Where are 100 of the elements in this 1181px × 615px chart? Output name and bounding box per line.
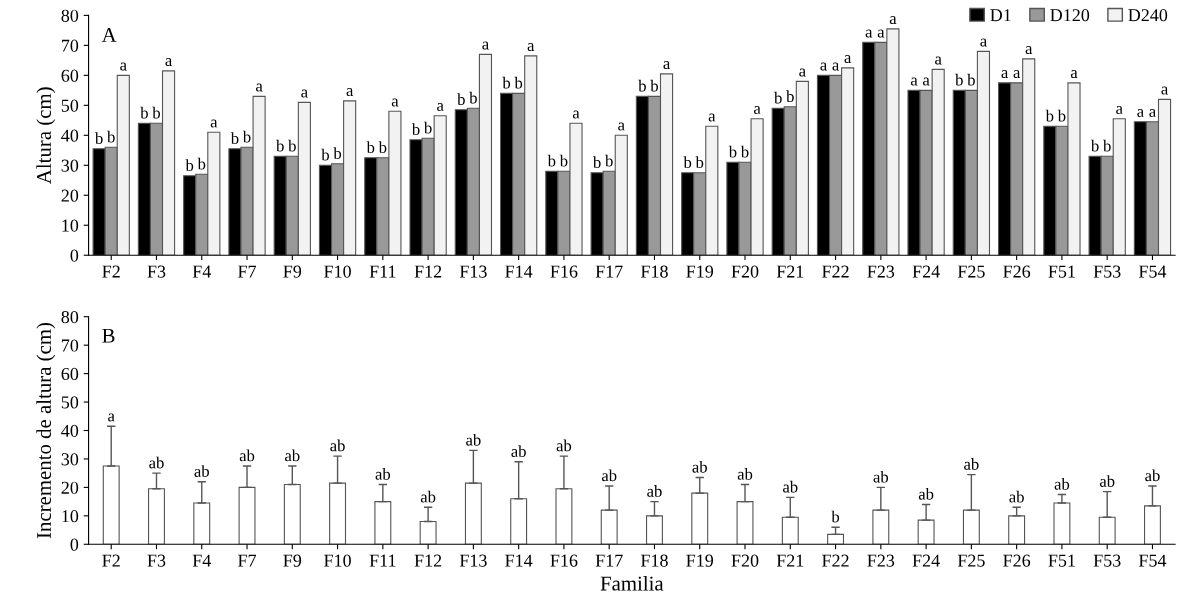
data-label: b [955, 73, 963, 86]
data-label: b [605, 154, 613, 167]
x-tick-label: F11 [369, 554, 396, 567]
data-label: b [140, 106, 148, 119]
x-tick-label: F13 [459, 554, 487, 567]
y-tick-label: 70 [61, 339, 79, 352]
bar [917, 519, 935, 545]
bar [600, 509, 618, 545]
x-tick-label: F21 [776, 554, 804, 567]
data-label: a [910, 77, 918, 86]
x-tick-label: F24 [912, 265, 940, 278]
x-tick-label: F21 [776, 265, 804, 278]
y-tick-label: 50 [61, 99, 79, 112]
bar [1008, 515, 1026, 545]
data-label: a [708, 113, 716, 122]
data-label: a [1161, 86, 1168, 95]
x-tick-label: F17 [595, 265, 623, 278]
data-label: b [831, 510, 840, 523]
data-label: b [411, 123, 420, 136]
data-label: b [1057, 109, 1066, 122]
data-label: b [457, 93, 465, 106]
data-label: a [663, 61, 671, 70]
bar [872, 509, 890, 545]
data-label: a [437, 103, 444, 112]
data-label: b [333, 147, 342, 160]
x-tick-label: F18 [640, 265, 668, 278]
data-label: ab [964, 458, 979, 470]
x-tick-label: F53 [1093, 554, 1121, 567]
data-label: a [1137, 109, 1144, 118]
x-tick-label: F16 [550, 265, 578, 278]
x-tick-label: F25 [957, 265, 985, 278]
data-label: b [786, 90, 794, 103]
y-tick-label: 40 [61, 424, 79, 437]
x-tick-label: F3 [147, 554, 166, 567]
data-label: a [1149, 109, 1156, 118]
x-tick-label: F23 [867, 265, 895, 278]
x-tick-label: F54 [1138, 554, 1167, 567]
legend-label: D1 [990, 9, 1011, 22]
data-label: b [107, 130, 115, 143]
y-tick-label: 20 [61, 189, 79, 202]
data-label: b [469, 91, 477, 104]
y-axis-title: Altura (cm) [36, 87, 56, 184]
y-tick-label: 40 [61, 129, 79, 142]
y-tick-label: 60 [61, 69, 79, 82]
data-label: ab [737, 468, 753, 480]
data-label: b [94, 132, 103, 145]
data-label: b [547, 154, 556, 167]
x-tick-label: F4 [192, 265, 212, 278]
x-tick-label: F2 [102, 265, 120, 278]
data-label: a [1025, 46, 1033, 55]
data-label: a [210, 119, 218, 128]
bar [691, 492, 709, 545]
x-tick-label: F19 [686, 265, 714, 278]
data-label: ab [692, 460, 707, 473]
x-tick-label: F17 [595, 554, 623, 567]
y-tick-label: 0 [70, 249, 79, 262]
y-tick-label: 10 [62, 510, 79, 523]
data-label: ab [918, 487, 934, 500]
data-label: b [650, 79, 658, 92]
data-label: a [572, 110, 580, 119]
data-label: a [1070, 70, 1078, 79]
data-label: ab [1054, 477, 1070, 490]
x-tick-label: F10 [324, 265, 351, 278]
data-label: a [877, 29, 885, 38]
x-tick-label: F2 [102, 554, 120, 567]
y-tick-label: 30 [61, 453, 79, 466]
x-tick-label: F51 [1048, 554, 1075, 567]
data-label: b [774, 91, 782, 104]
x-tick-label: F22 [822, 265, 849, 278]
data-label: a [1001, 70, 1009, 79]
bar [464, 482, 482, 545]
data-label: b [1103, 139, 1111, 152]
bar [555, 488, 573, 545]
data-label: b [592, 156, 601, 168]
data-label: a [482, 41, 489, 50]
data-label: a [935, 56, 942, 65]
data-label: ab [239, 449, 255, 462]
data-label: b [366, 141, 375, 154]
data-label: ab [420, 490, 436, 503]
data-label: a [753, 106, 761, 115]
data-label: b [288, 139, 296, 152]
y-tick-label: 80 [61, 310, 79, 324]
data-label: b [242, 130, 251, 143]
data-label: a [922, 77, 930, 86]
x-tick-label: F16 [550, 554, 578, 567]
data-label: b [559, 154, 568, 167]
data-label: b [423, 121, 432, 134]
data-label: b [967, 73, 975, 86]
data-label: ab [330, 439, 345, 452]
data-label: a [1013, 70, 1021, 79]
data-label: b [638, 79, 646, 92]
annotation: A [101, 28, 117, 42]
y-tick-label: 80 [61, 9, 79, 22]
data-label: ab [511, 445, 526, 458]
data-label: a [844, 55, 852, 64]
legend-label: D120 [1050, 9, 1090, 22]
data-label: ab [601, 469, 617, 482]
data-label: ab [1009, 490, 1024, 503]
y-tick-label: 30 [61, 159, 79, 172]
x-tick-label: F25 [957, 554, 985, 567]
